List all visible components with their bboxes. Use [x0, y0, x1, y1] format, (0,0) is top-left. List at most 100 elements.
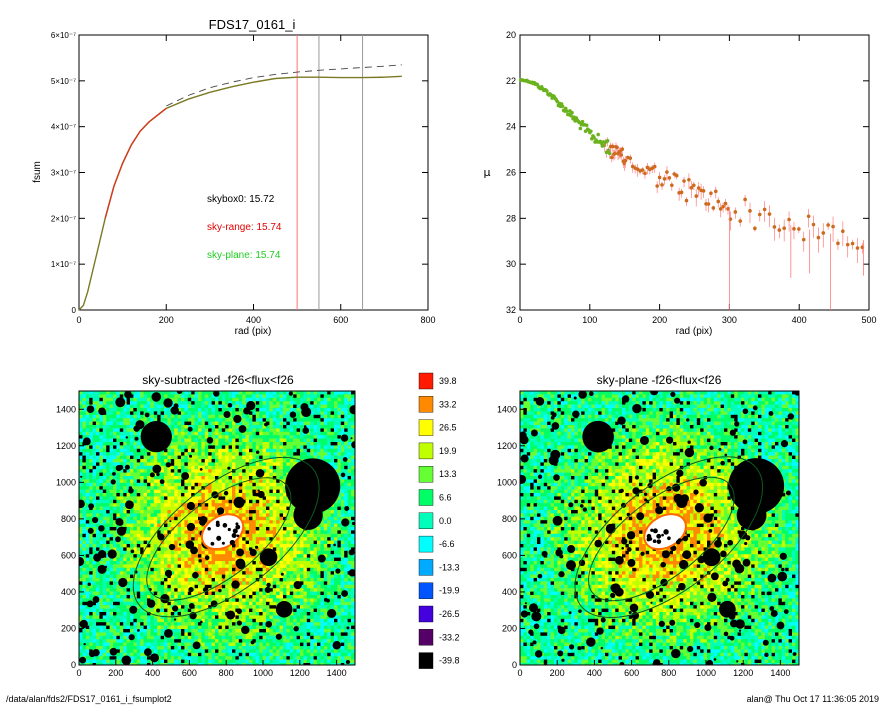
- image-pixel: [174, 567, 178, 572]
- image-pixel: [92, 510, 97, 514]
- image-pixel: [337, 533, 342, 538]
- image-pixel: [351, 394, 355, 399]
- image-pixel: [286, 527, 291, 531]
- image-pixel: [340, 465, 345, 470]
- image-pixel: [293, 561, 297, 565]
- image-pixel: [201, 469, 206, 473]
- image-pixel: [170, 523, 175, 528]
- image-pixel: [204, 482, 209, 487]
- image-pixel: [235, 431, 240, 436]
- image-pixel: [215, 465, 219, 470]
- image-pixel: [272, 537, 277, 541]
- image-pixel: [344, 550, 348, 555]
- image-pixel: [198, 499, 202, 504]
- image-pixel: [293, 438, 297, 443]
- image-pixel: [92, 431, 97, 436]
- image-pixel: [85, 404, 90, 409]
- image-pixel: [289, 408, 294, 412]
- image-pixel: [133, 452, 138, 456]
- image-pixel: [119, 510, 124, 514]
- image-pixel: [242, 550, 246, 555]
- y-tick-label: 6×10⁻⁷: [51, 31, 76, 40]
- image-pixel: [89, 462, 93, 467]
- image-pixel: [96, 421, 100, 426]
- image-pixel: [320, 561, 325, 565]
- image-pixel: [153, 567, 158, 572]
- image-pixel: [337, 408, 342, 412]
- image-pixel: [340, 574, 345, 579]
- image-pixel: [157, 489, 161, 494]
- image-pixel: [272, 394, 277, 399]
- image-pixel: [130, 513, 134, 518]
- image-pixel: [89, 476, 93, 480]
- image-pixel: [153, 482, 158, 487]
- image-pixel: [119, 557, 124, 562]
- image-pixel: [327, 431, 331, 436]
- image-pixel: [276, 513, 280, 518]
- image-pixel: [320, 537, 325, 541]
- image-pixel: [347, 397, 352, 402]
- image-pixel: [170, 418, 175, 422]
- image-pixel: [150, 391, 155, 395]
- image-pixel: [296, 411, 301, 416]
- image-pixel: [143, 540, 148, 545]
- image-pixel: [130, 564, 134, 569]
- image-pixel: [272, 465, 277, 470]
- image-pixel: [255, 503, 260, 507]
- image-pixel: [170, 391, 175, 395]
- image-pixel: [238, 537, 243, 541]
- image-pixel: [245, 567, 250, 572]
- image-pixel: [327, 391, 331, 395]
- image-pixel: [150, 452, 155, 456]
- image-pixel: [300, 418, 304, 422]
- image-pixel: [113, 408, 117, 412]
- image-pixel: [269, 455, 274, 460]
- image-pixel: [191, 425, 195, 429]
- image-pixel: [92, 561, 97, 565]
- image-pixel: [323, 578, 328, 582]
- image-pixel: [269, 533, 274, 538]
- image-pixel: [92, 418, 97, 422]
- image-pixel: [340, 571, 345, 575]
- image-pixel: [276, 404, 280, 409]
- image-pixel: [89, 479, 93, 484]
- image-pixel: [177, 489, 182, 494]
- image-pixel: [351, 537, 355, 541]
- image-pixel: [218, 499, 223, 504]
- image-pixel: [266, 567, 270, 572]
- image-pixel: [208, 404, 212, 409]
- image-pixel: [201, 397, 206, 402]
- image-pixel: [313, 404, 318, 409]
- image-pixel: [106, 421, 110, 426]
- image-pixel: [204, 462, 209, 467]
- image-pixel: [259, 428, 263, 433]
- image-pixel: [340, 567, 345, 572]
- image-pixel: [255, 533, 260, 538]
- image-pixel: [296, 557, 301, 562]
- image-pixel: [221, 391, 226, 395]
- image-pixel: [286, 401, 291, 405]
- image-pixel: [187, 411, 192, 416]
- image-pixel: [323, 523, 328, 528]
- image-pixel: [259, 401, 263, 405]
- image-pixel: [218, 472, 223, 477]
- image-pixel: [126, 520, 131, 524]
- image-pixel: [106, 479, 110, 484]
- image-pixel: [293, 401, 297, 405]
- image-pixel: [337, 431, 342, 436]
- image-pixel: [187, 455, 192, 460]
- image-pixel: [157, 581, 161, 586]
- image-pixel: [201, 428, 206, 433]
- image-pixel: [337, 472, 342, 477]
- image-pixel: [259, 455, 263, 460]
- image-pixel: [218, 578, 223, 582]
- image-pixel: [255, 418, 260, 422]
- image-pixel: [283, 527, 287, 531]
- image-pixel: [167, 479, 172, 484]
- image-pixel: [85, 581, 90, 586]
- image-pixel: [340, 550, 345, 555]
- image-pixel: [113, 425, 117, 429]
- image-pixel: [218, 445, 223, 450]
- image-pixel: [259, 574, 263, 579]
- image-pixel: [167, 581, 172, 586]
